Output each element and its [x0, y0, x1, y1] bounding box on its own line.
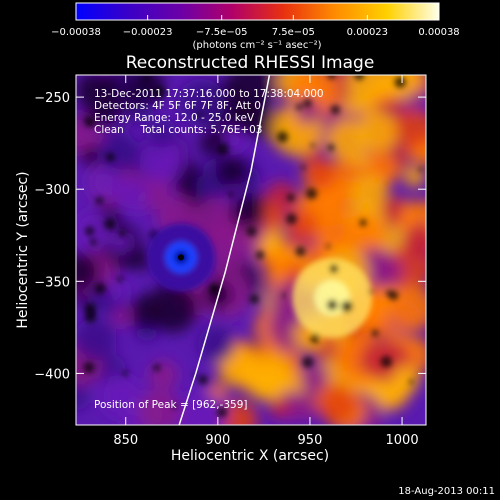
y-axis-label: Heliocentric Y (arcsec): [15, 171, 31, 328]
annotation-time-range: 13-Dec-2011 17:37:16.000 to 17:38:04.000: [94, 88, 324, 100]
minimum-marker: [178, 254, 184, 261]
x-axis-label: Heliocentric X (arcsec): [171, 448, 329, 464]
y-tick-label: −300: [34, 183, 70, 198]
heatmap-image: [76, 75, 426, 425]
colorbar-tick-label: 0.00038: [418, 27, 459, 38]
annotation-energy-range: Energy Range: 12.0 - 25.0 keV: [94, 112, 255, 124]
colorbar-gradient: [76, 3, 439, 20]
colorbar: −0.00038 −0.00023 −7.5e−05 7.5e−05 0.00023 0.…: [51, 2, 460, 51]
x-tick-label: 900: [205, 433, 230, 448]
y-tick-label: −250: [34, 91, 70, 106]
annotation-detectors: Detectors: 4F 5F 6F 7F 8F, Att 0: [94, 100, 261, 112]
y-tick-label: −400: [34, 367, 70, 382]
annotation-peak-position: Position of Peak = [962,-359]: [94, 399, 248, 411]
colorbar-tick-label: −7.5e−05: [196, 27, 248, 38]
footer-date: 18-Aug-2013 00:11: [398, 486, 495, 497]
colorbar-tick-label: 0.00023: [347, 27, 388, 38]
x-tick-label: 950: [298, 433, 323, 448]
annotation-clean: Clean Total counts: 5.76E+03: [94, 124, 263, 136]
x-tick-label: 1000: [386, 433, 419, 448]
y-tick-label: −350: [34, 275, 70, 290]
colorbar-unit-label: (photons cm⁻² s⁻¹ asec⁻²): [192, 40, 321, 51]
annotations: 13-Dec-2011 17:37:16.000 to 17:38:04.000…: [94, 88, 324, 411]
chart-title: Reconstructed RHESSI Image: [126, 53, 375, 73]
colorbar-tick-label: −0.00023: [123, 27, 173, 38]
colorbar-tick-label: −0.00038: [51, 27, 101, 38]
solar-limb-line: [178, 75, 271, 425]
colorbar-tick-label: 7.5e−05: [272, 27, 315, 38]
plot-frame: [75, 74, 427, 426]
x-tick-label: 850: [113, 433, 138, 448]
colorbar-frame: [75, 2, 440, 21]
